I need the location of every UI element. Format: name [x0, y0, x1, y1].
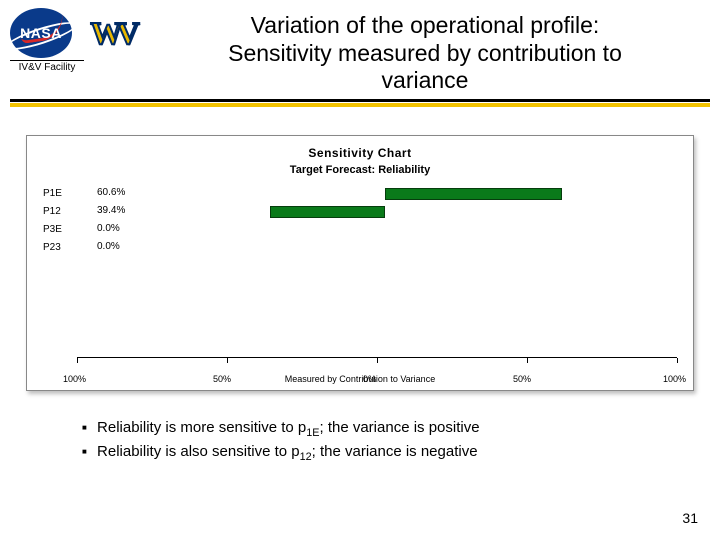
bar-row: 0.0% — [93, 222, 677, 240]
bullet-text-a: Reliability is more sensitive to p — [97, 419, 306, 436]
slide-header: NASA WV IV&V Facility Variation of the o… — [0, 0, 720, 95]
bar-row: 0.0% — [93, 240, 677, 258]
plot-area: 60.6% 39.4% 0.0% 0.0% — [93, 186, 677, 346]
facility-label: IV&V Facility — [10, 60, 84, 73]
title-line-2: Sensitivity measured by contribution to — [150, 40, 700, 68]
bullet-text-b: ; the variance is negative — [312, 443, 478, 460]
bullet-text-b: ; the variance is positive — [319, 419, 479, 436]
bar-p1e — [385, 188, 562, 200]
sensitivity-chart: Sensitivity Chart Target Forecast: Relia… — [26, 135, 694, 391]
bar-value-label: 0.0% — [97, 223, 120, 234]
bullet-sub: 1E — [306, 427, 319, 439]
bullet-text-a: Reliability is also sensitive to p — [97, 443, 300, 460]
wv-logo: WV — [82, 8, 142, 58]
bar-row: 60.6% — [93, 186, 677, 204]
chart-subtitle: Target Forecast: Reliability — [43, 164, 677, 176]
wv-logo-text: WV — [90, 15, 133, 52]
bullet-list: Reliability is more sensitive to p1E; th… — [82, 417, 720, 465]
title-underline — [10, 99, 710, 107]
bullet-sub: 12 — [300, 451, 312, 463]
nasa-logo-text: NASA — [20, 25, 62, 41]
bar-value-label: 39.4% — [97, 205, 125, 216]
title-line-1: Variation of the operational profile: — [150, 12, 700, 40]
slide-title: Variation of the operational profile: Se… — [150, 8, 710, 95]
bar-value-label: 60.6% — [97, 187, 125, 198]
y-label: P1E — [43, 188, 93, 206]
bullet-item: Reliability is also sensitive to p12; th… — [82, 441, 720, 465]
title-line-3: variance — [150, 67, 700, 95]
bar-row: 39.4% — [93, 204, 677, 222]
y-label: P23 — [43, 242, 93, 260]
y-axis-labels: P1E P12 P3E P23 — [43, 186, 93, 346]
page-number: 31 — [682, 510, 698, 526]
nasa-logo: NASA — [10, 8, 72, 58]
bar-value-label: 0.0% — [97, 241, 120, 252]
y-label: P12 — [43, 206, 93, 224]
rule-black — [10, 99, 710, 102]
bullet-item: Reliability is more sensitive to p1E; th… — [82, 417, 720, 441]
rule-gold — [10, 103, 710, 107]
logos: NASA WV — [10, 8, 142, 58]
chart-title: Sensitivity Chart — [43, 146, 677, 160]
bar-p12 — [270, 206, 385, 218]
y-label: P3E — [43, 224, 93, 242]
x-axis-label: Measured by Contribution to Variance — [27, 374, 693, 384]
logo-block: NASA WV IV&V Facility — [10, 8, 142, 73]
chart-body: P1E P12 P3E P23 60.6% 39.4% 0.0% 0.0% — [43, 186, 677, 346]
